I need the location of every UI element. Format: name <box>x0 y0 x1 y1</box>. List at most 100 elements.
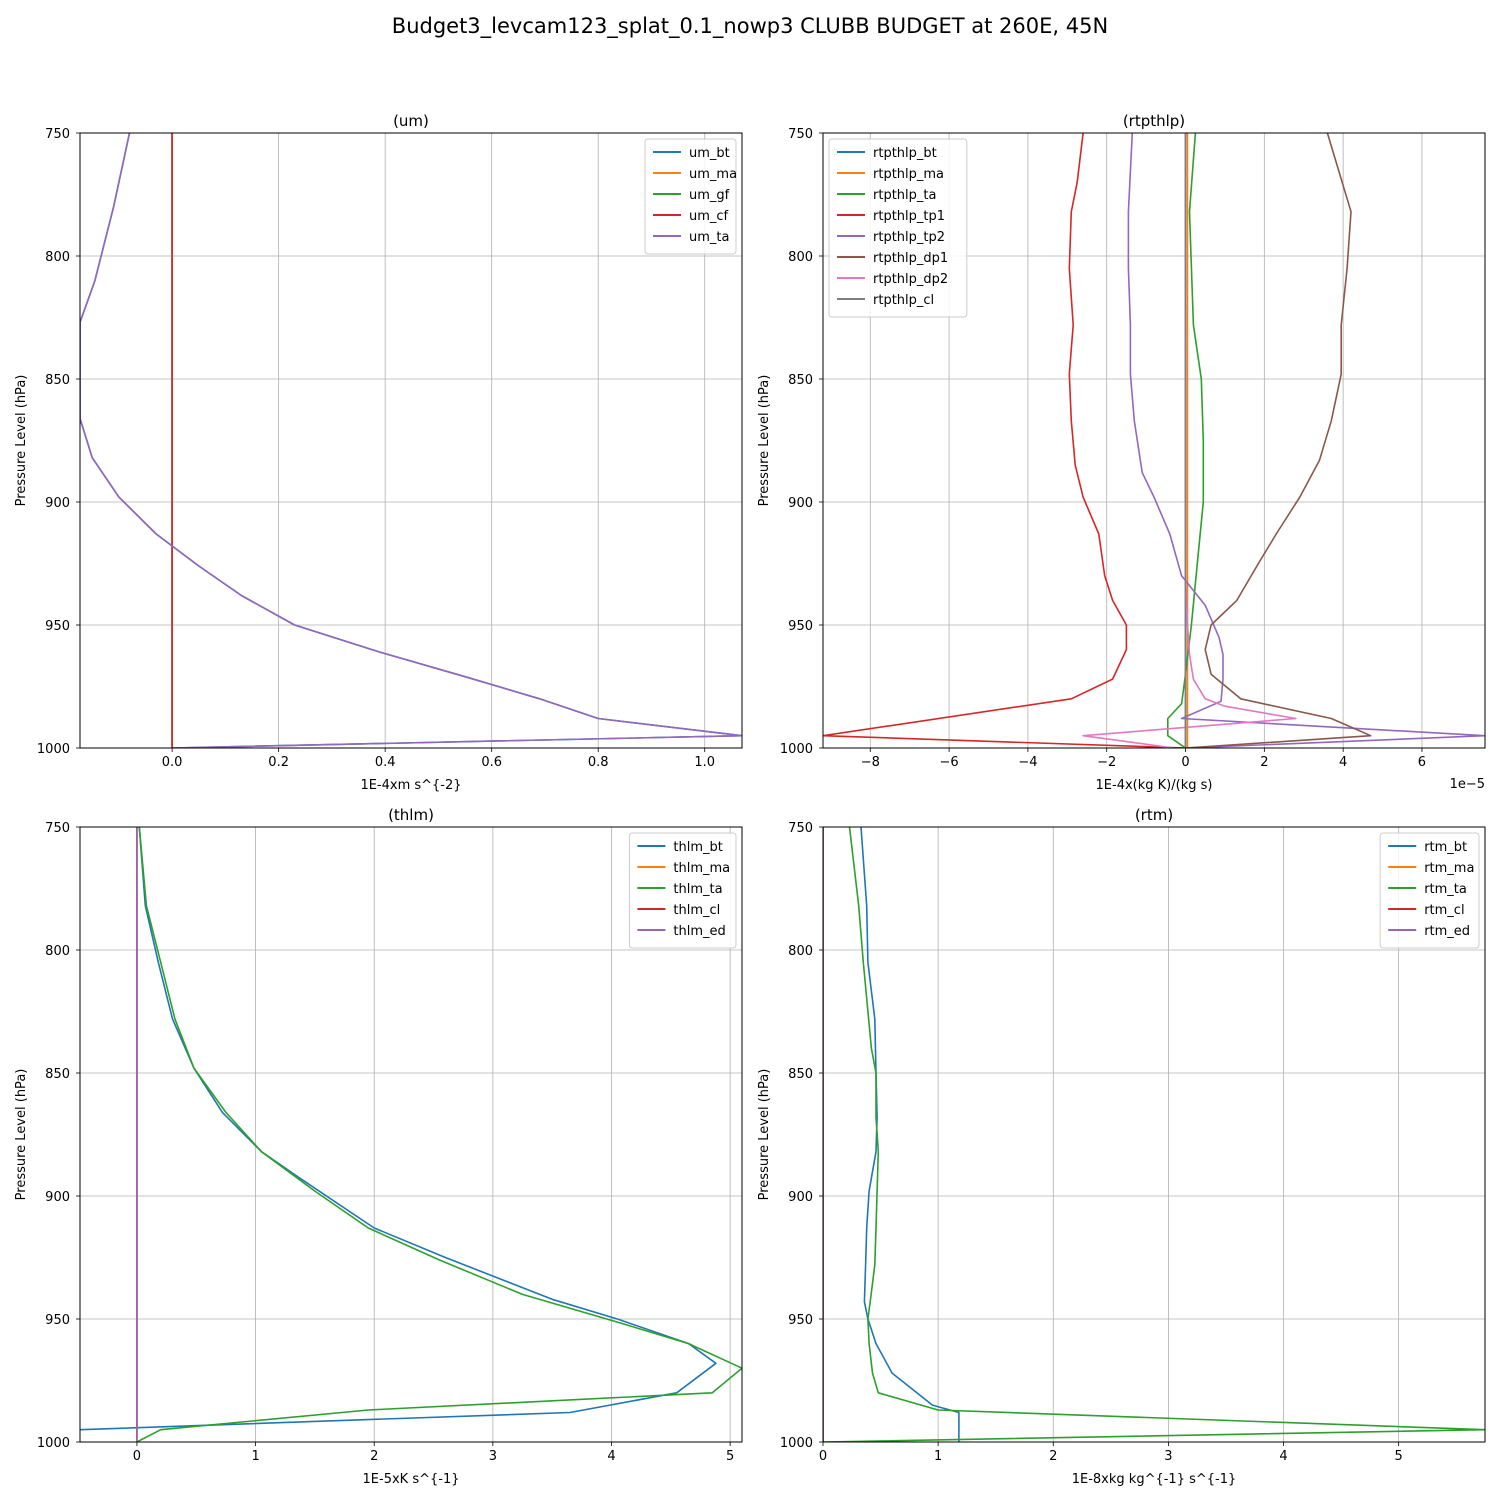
series-group <box>80 827 742 1442</box>
y-tick-label: 900 <box>788 1190 813 1205</box>
x-tick-label: 0.0 <box>162 755 183 770</box>
x-tick-label: 6 <box>1418 755 1426 770</box>
axes-frame <box>822 826 1486 1443</box>
x-tick-label: 1 <box>934 1449 942 1464</box>
y-tick-label: 900 <box>45 1190 70 1205</box>
series-line-um_bt <box>80 133 742 748</box>
y-tick-label: 950 <box>45 1313 70 1328</box>
x-tick-label: 2 <box>1049 1449 1057 1464</box>
series-group <box>80 133 742 748</box>
series-line-rtpthlp_ta <box>1167 133 1205 748</box>
x-tick-label: 0.6 <box>481 755 502 770</box>
legend: rtpthlp_bt rtpthlp_ma rtpthlp_ta rtpthlp_tp… <box>828 138 968 318</box>
y-tick-label: 750 <box>45 127 70 142</box>
y-tick-label: 750 <box>788 127 813 142</box>
legend-label: rtm_bt <box>1424 840 1467 855</box>
axes-frame <box>79 826 743 1443</box>
legend-label: rtm_ed <box>1424 924 1470 939</box>
legend-label: thlm_ta <box>673 882 722 897</box>
panel-rtm: 0 1 2 3 4 5 750 800 850 900 950 1000 (rtm) 1E-8xkg kg… <box>757 806 1486 1487</box>
y-tick-label: 1000 <box>780 742 813 757</box>
x-tick-label: 3 <box>1164 1449 1172 1464</box>
legend-label: rtpthlp_ma <box>873 167 944 182</box>
legend-label: rtpthlp_bt <box>873 146 937 161</box>
y-tick-label: 950 <box>45 619 70 634</box>
series-line-um_ta <box>80 133 742 748</box>
x-tick-label: 5 <box>726 1449 734 1464</box>
series-line-rtpthlp_tp2 <box>1127 133 1485 748</box>
x-tick-label: 2 <box>1260 755 1268 770</box>
legend-label: um_bt <box>689 146 730 161</box>
x-tick-label: 0.4 <box>375 755 396 770</box>
x-tick-label: 4 <box>1279 1449 1287 1464</box>
x-axis-label: 1E-4xm s^{-2} <box>360 778 461 793</box>
legend-box <box>1379 832 1480 949</box>
legend-label: um_cf <box>689 209 729 224</box>
legend-label: um_ma <box>689 167 737 182</box>
legend-box <box>828 138 968 318</box>
legend-label: rtpthlp_dp2 <box>873 272 948 287</box>
series-line-rtpthlp_dp1 <box>1185 133 1372 748</box>
legend-label: thlm_ed <box>673 924 725 939</box>
legend-label: rtm_ma <box>1424 861 1474 876</box>
y-tick-label: 800 <box>788 944 813 959</box>
legend-label: rtpthlp_tp1 <box>873 209 945 224</box>
legend-label: rtpthlp_ta <box>873 188 936 203</box>
y-tick-label: 800 <box>45 250 70 265</box>
x-axis-label: 1E-8xkg kg^{-1} s^{-1} <box>1072 1472 1237 1487</box>
x-tick-label: −4 <box>1018 755 1037 770</box>
y-tick-label: 950 <box>788 1313 813 1328</box>
y-axis-label: Pressure Level (hPa) <box>757 375 772 507</box>
x-tick-label: −6 <box>940 755 959 770</box>
legend-label: rtpthlp_dp1 <box>873 251 948 266</box>
x-tick-label: 1 <box>251 1449 259 1464</box>
legend-label: rtpthlp_cl <box>873 293 934 308</box>
series-group <box>823 133 1485 748</box>
panel-title: (rtpthlp) <box>1123 112 1185 130</box>
x-tick-label: 5 <box>1395 1449 1403 1464</box>
y-tick-label: 900 <box>45 496 70 511</box>
series-line-rtpthlp_tp1 <box>823 133 1186 748</box>
legend-label: um_gf <box>689 188 730 203</box>
series-group <box>823 827 1485 1442</box>
y-tick-label: 850 <box>788 1067 813 1082</box>
y-axis-label: Pressure Level (hPa) <box>757 1069 772 1201</box>
legend-label: um_ta <box>689 230 729 245</box>
panel-um: 0.0 0.2 0.4 0.6 0.8 1.0 750 800 850 900 950 1000 (um… <box>14 112 743 793</box>
legend: rtm_bt rtm_ma rtm_ta rtm_cl rtm_ed <box>1379 832 1480 949</box>
y-tick-label: 850 <box>45 373 70 388</box>
y-tick-label: 850 <box>788 373 813 388</box>
y-axis-label: Pressure Level (hPa) <box>14 375 29 507</box>
series-line-rtpthlp_dp2 <box>1082 133 1297 748</box>
panel-thlm: 0 1 2 3 4 5 750 800 850 900 950 1000 (thlm) 1E-5xK s^… <box>14 806 743 1487</box>
x-tick-label: 2 <box>370 1449 378 1464</box>
y-tick-label: 1000 <box>37 742 70 757</box>
figure-title: Budget3_levcam123_splat_0.1_nowp3 CLUBB … <box>391 14 1109 38</box>
x-tick-label: 4 <box>607 1449 615 1464</box>
x-tick-label: 0 <box>1181 755 1189 770</box>
legend-label: rtm_ta <box>1424 882 1467 897</box>
legend-box <box>644 138 737 255</box>
x-axis-label: 1E-4x(kg K)/(kg s) <box>1096 778 1213 793</box>
legend-label: rtm_cl <box>1424 903 1464 918</box>
legend-label: thlm_ma <box>673 861 730 876</box>
axes-frame <box>79 132 743 749</box>
legend: thlm_bt thlm_ma thlm_ta thlm_cl thlm_ed <box>628 832 737 949</box>
y-tick-label: 800 <box>45 944 70 959</box>
x-tick-label: 0 <box>133 1449 141 1464</box>
y-tick-label: 1000 <box>37 1436 70 1451</box>
legend-label: thlm_bt <box>673 840 722 855</box>
panel-title: (um) <box>393 112 429 130</box>
y-tick-label: 750 <box>788 821 813 836</box>
series-line-thlm_bt <box>80 827 717 1431</box>
x-tick-label: 4 <box>1339 755 1347 770</box>
y-tick-label: 950 <box>788 619 813 634</box>
x-offset-label: 1e−5 <box>1450 777 1485 792</box>
y-tick-label: 1000 <box>780 1436 813 1451</box>
axes-frame <box>822 132 1486 749</box>
legend-label: rtpthlp_tp2 <box>873 230 945 245</box>
y-tick-label: 800 <box>788 250 813 265</box>
y-tick-label: 750 <box>45 821 70 836</box>
x-tick-label: −8 <box>861 755 880 770</box>
